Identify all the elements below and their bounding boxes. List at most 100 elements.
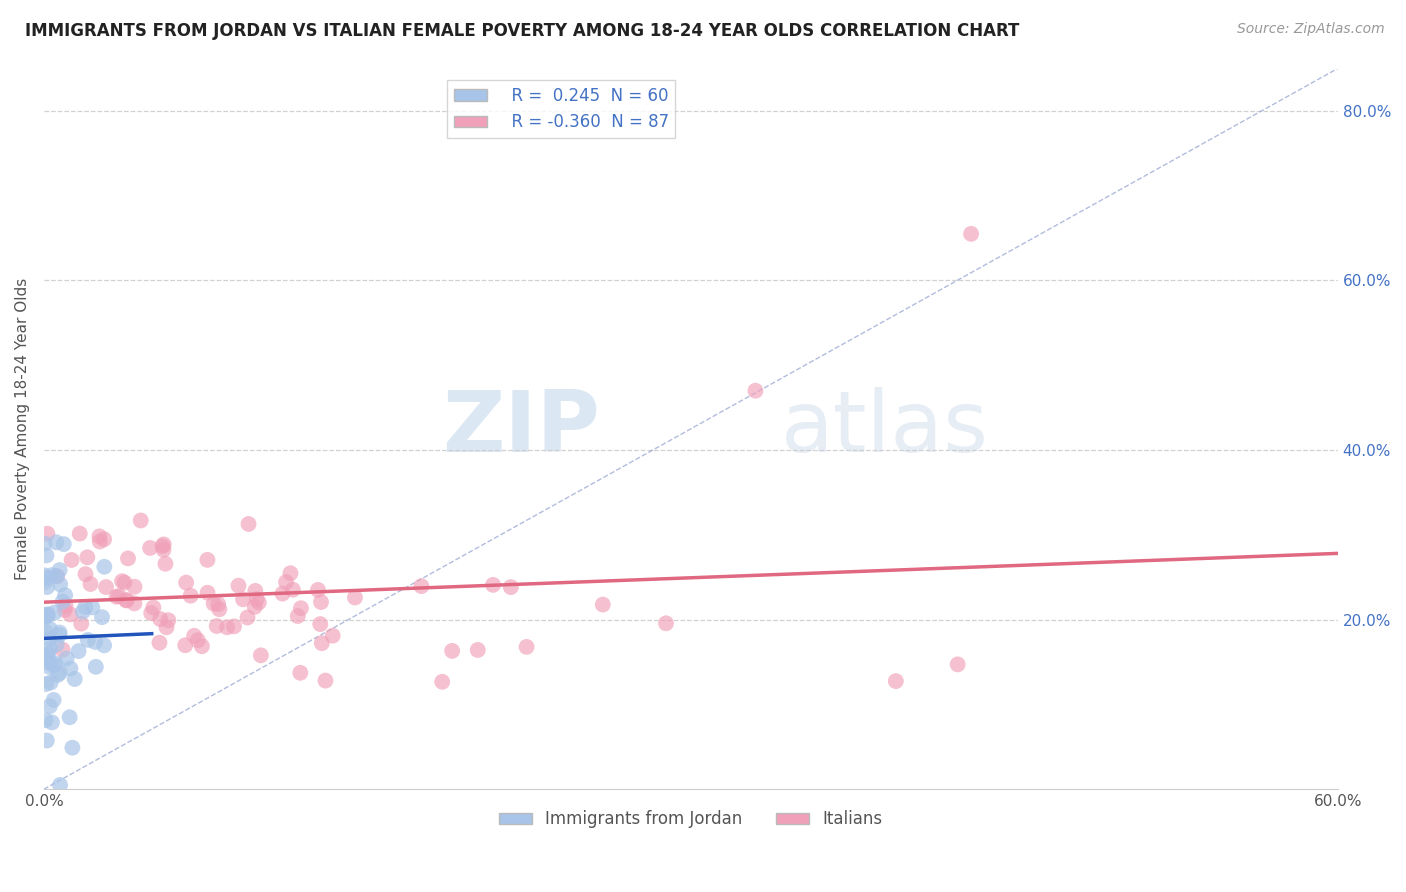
- Point: [34, 610, 56, 624]
- Point: [105, 590, 128, 604]
- Point: [142, 600, 165, 615]
- Point: [48, 628, 70, 642]
- Point: [139, 541, 162, 555]
- Point: [243, 599, 266, 614]
- Point: [45, 535, 67, 549]
- Point: [247, 595, 270, 609]
- Point: [34, 713, 56, 727]
- Point: [208, 602, 231, 616]
- Point: [89, 534, 111, 549]
- Point: [124, 596, 146, 610]
- Point: [343, 591, 366, 605]
- Point: [309, 617, 332, 632]
- Point: [38, 632, 60, 647]
- Point: [35, 608, 58, 623]
- Point: [115, 593, 138, 607]
- Point: [52, 594, 75, 608]
- Point: [55, 651, 77, 665]
- Point: [79, 577, 101, 591]
- Point: [884, 674, 907, 689]
- Point: [49, 778, 72, 792]
- Point: [592, 598, 614, 612]
- Point: [117, 551, 139, 566]
- Point: [411, 579, 433, 593]
- Point: [37, 609, 59, 624]
- Point: [69, 526, 91, 541]
- Point: [222, 619, 245, 633]
- Point: [280, 566, 302, 581]
- Point: [114, 575, 136, 590]
- Point: [946, 657, 969, 672]
- Point: [311, 636, 333, 650]
- Point: [37, 607, 59, 622]
- Point: [271, 586, 294, 600]
- Point: [37, 654, 59, 668]
- Point: [108, 589, 131, 603]
- Point: [35, 733, 58, 747]
- Point: [432, 674, 454, 689]
- Point: [39, 675, 62, 690]
- Point: [655, 616, 678, 631]
- Point: [149, 612, 172, 626]
- Point: [155, 620, 177, 634]
- Point: [52, 642, 75, 657]
- Point: [41, 715, 63, 730]
- Point: [59, 710, 82, 724]
- Point: [37, 526, 59, 541]
- Point: [290, 601, 312, 615]
- Point: [52, 537, 75, 551]
- Point: [111, 574, 134, 589]
- Point: [516, 640, 538, 654]
- Point: [63, 672, 86, 686]
- Point: [205, 619, 228, 633]
- Point: [152, 539, 174, 553]
- Y-axis label: Female Poverty Among 18-24 Year Olds: Female Poverty Among 18-24 Year Olds: [15, 277, 30, 580]
- Point: [228, 579, 250, 593]
- Point: [59, 661, 82, 675]
- Text: ZIP: ZIP: [443, 387, 600, 470]
- Point: [124, 580, 146, 594]
- Point: [89, 529, 111, 543]
- Point: [152, 537, 174, 551]
- Point: [314, 673, 336, 688]
- Point: [744, 384, 766, 398]
- Point: [76, 550, 98, 565]
- Point: [232, 592, 254, 607]
- Point: [34, 649, 56, 664]
- Point: [155, 557, 177, 571]
- Point: [84, 660, 107, 674]
- Point: [37, 580, 59, 594]
- Point: [38, 699, 60, 714]
- Point: [37, 647, 59, 661]
- Point: [287, 609, 309, 624]
- Point: [236, 610, 259, 624]
- Point: [72, 605, 94, 619]
- Point: [59, 607, 82, 622]
- Point: [197, 586, 219, 600]
- Point: [60, 740, 83, 755]
- Point: [82, 600, 104, 615]
- Point: [34, 575, 56, 590]
- Point: [45, 638, 67, 652]
- Point: [141, 606, 163, 620]
- Point: [35, 549, 58, 563]
- Point: [53, 603, 76, 617]
- Point: [34, 607, 56, 622]
- Point: [281, 582, 304, 597]
- Point: [180, 589, 202, 603]
- Point: [207, 597, 229, 611]
- Point: [48, 625, 70, 640]
- Point: [960, 227, 983, 241]
- Point: [42, 693, 65, 707]
- Point: [499, 580, 522, 594]
- Point: [202, 597, 225, 611]
- Point: [34, 624, 56, 639]
- Point: [34, 536, 56, 550]
- Point: [44, 606, 66, 620]
- Legend: Immigrants from Jordan, Italians: Immigrants from Jordan, Italians: [492, 804, 890, 835]
- Point: [309, 595, 332, 609]
- Point: [187, 633, 209, 648]
- Point: [274, 575, 297, 590]
- Point: [39, 641, 62, 656]
- Point: [41, 568, 63, 582]
